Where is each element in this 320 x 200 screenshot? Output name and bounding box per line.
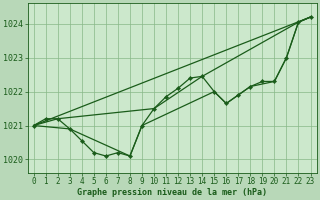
X-axis label: Graphe pression niveau de la mer (hPa): Graphe pression niveau de la mer (hPa)	[77, 188, 267, 197]
